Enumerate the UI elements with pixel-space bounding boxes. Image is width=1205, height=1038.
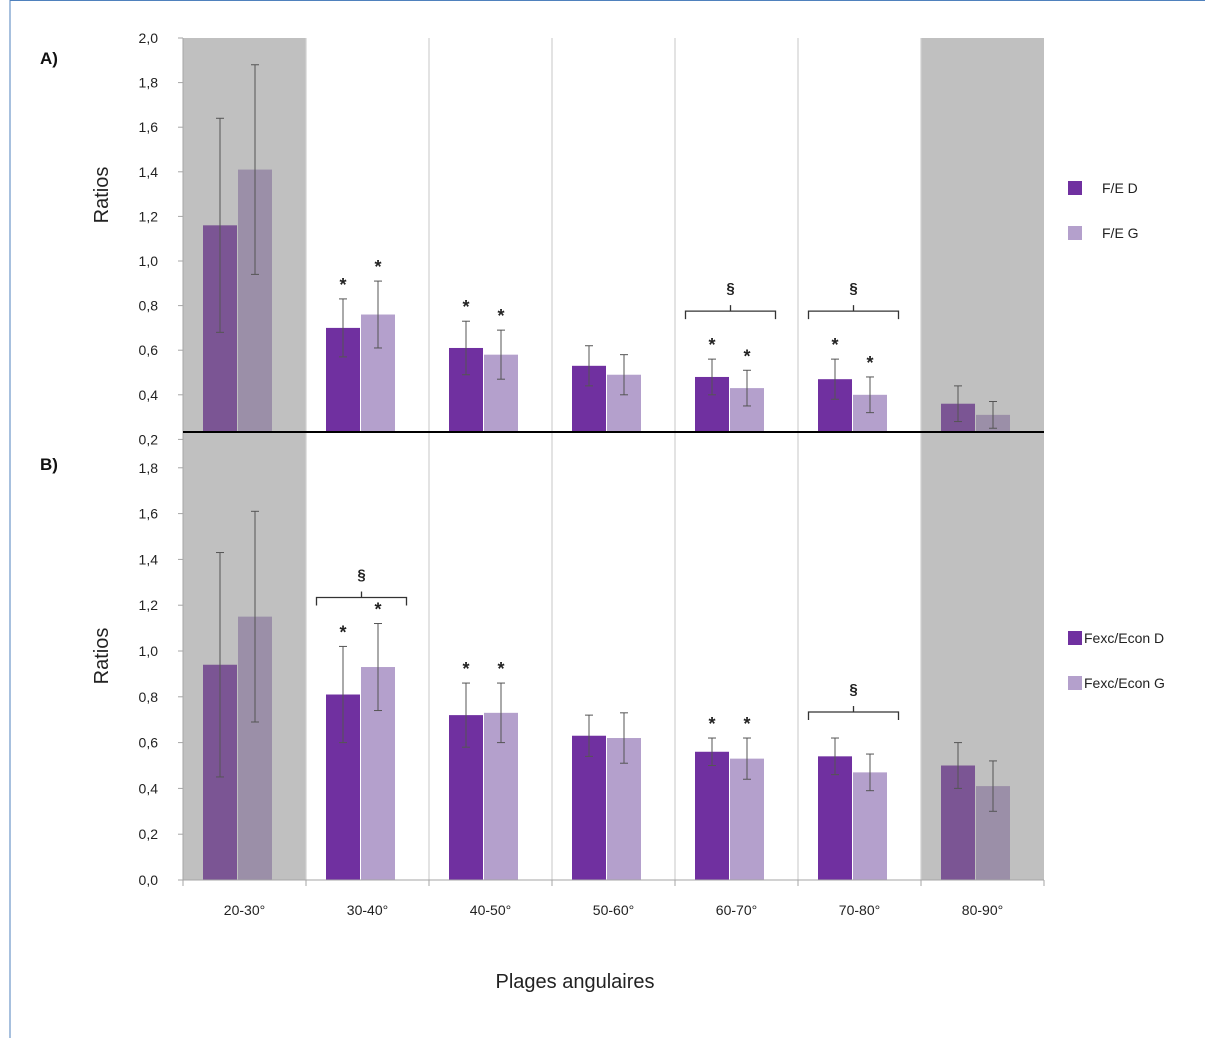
labels: A) Ratios B) Ratios Plages angulaires bbox=[40, 49, 655, 993]
y-tick-label-a-2: 0,6 bbox=[139, 342, 159, 358]
x-tick-label-4: 60-70° bbox=[716, 902, 757, 918]
y-tick-label-a-8: 1,8 bbox=[139, 75, 159, 91]
star-b-0-1: * bbox=[339, 622, 346, 642]
x-tick-label-3: 50-60° bbox=[593, 902, 634, 918]
x-tick-label-0: 20-30° bbox=[224, 902, 265, 918]
legend-label-b-0: Fexc/Econ D bbox=[1084, 630, 1164, 646]
star-a-1-1: * bbox=[374, 257, 381, 277]
y-tick-label-a-3: 0,8 bbox=[139, 298, 159, 314]
bar-b-0-5 bbox=[818, 756, 852, 880]
y-tick-label-b-8: 1,6 bbox=[139, 506, 159, 522]
bracket-symbol-b-0: § bbox=[357, 567, 365, 584]
star-a-0-2: * bbox=[462, 297, 469, 317]
star-b-0-2: * bbox=[462, 659, 469, 679]
annotations: * * * * * * * * § § * * * * * * § § bbox=[315, 257, 900, 734]
bracket-symbol-a-1: § bbox=[849, 280, 857, 297]
legends: F/E D F/E G Fexc/Econ D Fexc/Econ G bbox=[1068, 180, 1165, 691]
y-tick-label-b-4: 0,8 bbox=[139, 689, 159, 705]
y-axis-title-a: Ratios bbox=[91, 167, 113, 224]
y-tick-label-a-4: 1,0 bbox=[139, 253, 159, 269]
x-tick-label-6: 80-90° bbox=[962, 902, 1003, 918]
y-tick-label-a-1: 0,4 bbox=[139, 387, 159, 403]
star-b-1-1: * bbox=[374, 600, 381, 620]
legend-swatch-b-0 bbox=[1068, 631, 1082, 645]
x-tick-label-5: 70-80° bbox=[839, 902, 880, 918]
star-a-1-5: * bbox=[866, 353, 873, 373]
x-tick-label-2: 40-50° bbox=[470, 902, 511, 918]
star-a-1-2: * bbox=[497, 306, 504, 326]
x-axis-title: Plages angulaires bbox=[496, 971, 655, 993]
bracket-symbol-b-1: § bbox=[849, 681, 857, 698]
x-tick-label-1: 30-40° bbox=[347, 902, 388, 918]
y-tick-label-b-3: 0,6 bbox=[139, 735, 159, 751]
bar-b-0-4 bbox=[695, 751, 729, 880]
shade-region-a-6 bbox=[921, 38, 1044, 432]
y-tick-label-b-6: 1,2 bbox=[139, 597, 159, 613]
y-tick-label-a-7: 1,6 bbox=[139, 119, 159, 135]
axes: 0,2 0,4 0,6 0,8 1,0 1,2 1,4 1,6 1,8 2,0 0,0 0,2 0,4 0… bbox=[9, 0, 1205, 1038]
legend-swatch-a-1 bbox=[1068, 226, 1082, 240]
star-a-0-5: * bbox=[831, 335, 838, 355]
y-tick-label-b-0: 0,0 bbox=[139, 872, 159, 888]
y-tick-label-a-0: 0,2 bbox=[139, 431, 159, 447]
legend-swatch-a-0 bbox=[1068, 181, 1082, 195]
y-tick-label-b-1: 0,2 bbox=[139, 826, 159, 842]
y-tick-label-a-5: 1,2 bbox=[139, 208, 159, 224]
legend-label-a-1: F/E G bbox=[1102, 225, 1139, 241]
y-tick-label-b-2: 0,4 bbox=[139, 780, 159, 796]
legend-swatch-b-1 bbox=[1068, 676, 1082, 690]
y-axis-title-b: Ratios bbox=[91, 628, 113, 685]
bracket-symbol-a-0: § bbox=[726, 280, 734, 297]
y-tick-label-b-7: 1,4 bbox=[139, 551, 159, 567]
y-tick-label-b-5: 1,0 bbox=[139, 643, 159, 659]
star-a-0-1: * bbox=[339, 275, 346, 295]
bars bbox=[203, 64, 1010, 880]
y-tick-label-b-9: 1,8 bbox=[139, 460, 159, 476]
panel-label-a: A) bbox=[40, 49, 58, 68]
legend-label-a-0: F/E D bbox=[1102, 180, 1138, 196]
y-tick-label-a-6: 1,4 bbox=[139, 164, 159, 180]
star-b-0-4: * bbox=[708, 714, 715, 734]
panel-label-b: B) bbox=[40, 455, 58, 474]
star-b-1-2: * bbox=[497, 659, 504, 679]
y-tick-label-a-9: 2,0 bbox=[139, 30, 159, 46]
star-b-1-4: * bbox=[743, 714, 750, 734]
legend-label-b-1: Fexc/Econ G bbox=[1084, 675, 1165, 691]
category-separators bbox=[305, 38, 922, 880]
star-a-1-4: * bbox=[743, 346, 750, 366]
star-a-0-4: * bbox=[708, 335, 715, 355]
bar-b-0-3 bbox=[572, 735, 606, 880]
